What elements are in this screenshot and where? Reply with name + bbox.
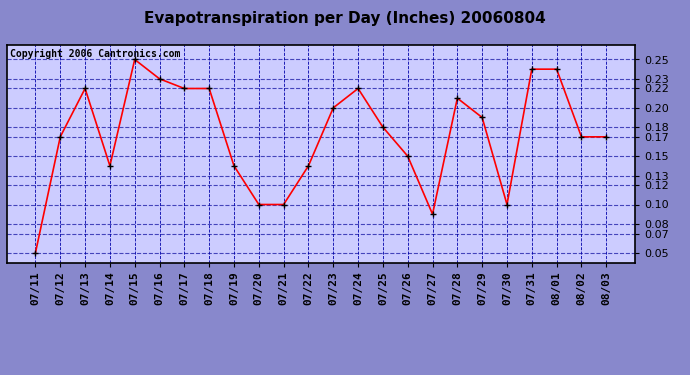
Text: Copyright 2006 Cantronics.com: Copyright 2006 Cantronics.com [10, 50, 180, 59]
Text: Evapotranspiration per Day (Inches) 20060804: Evapotranspiration per Day (Inches) 2006… [144, 11, 546, 26]
